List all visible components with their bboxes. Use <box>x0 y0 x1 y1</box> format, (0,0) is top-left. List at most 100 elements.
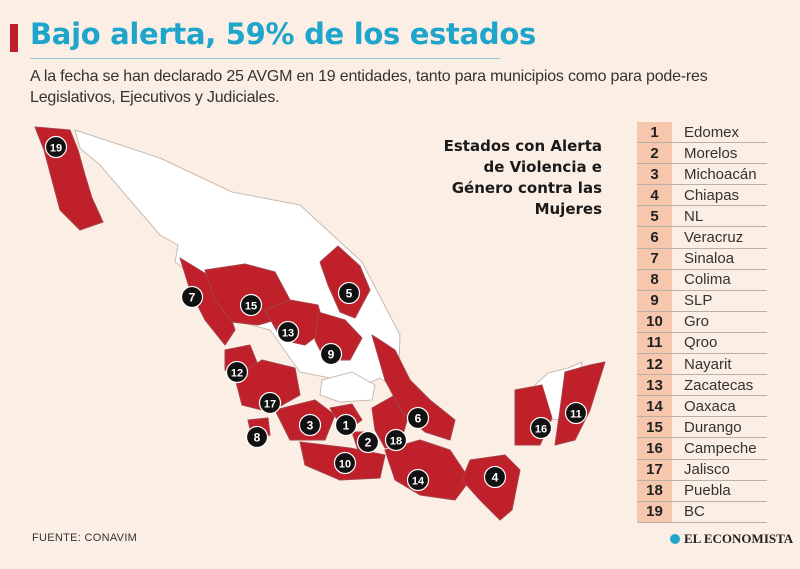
state-marker-label: 14 <box>412 476 425 488</box>
state-number: 15 <box>637 417 672 438</box>
state-marker <box>333 451 357 475</box>
state-number: 13 <box>637 375 672 396</box>
state-row: 9 SLP <box>637 290 767 312</box>
page-title: Bajo alerta, 59% de los estados <box>30 17 536 51</box>
state-number: 4 <box>637 185 672 206</box>
state-name: Durango <box>684 418 742 436</box>
state-marker <box>384 428 408 452</box>
state-name: Jalisco <box>684 461 730 479</box>
state-marker <box>319 342 343 366</box>
state-marker-label: 10 <box>339 459 351 471</box>
state-marker-label: 8 <box>254 431 261 445</box>
state-marker <box>564 401 588 425</box>
state-marker <box>298 413 322 437</box>
state-marker <box>245 425 269 449</box>
source-note: FUENTE: CONAVIM <box>32 532 138 544</box>
state-name: Zacatecas <box>684 376 754 394</box>
state-row: 13 Zacatecas <box>637 375 767 397</box>
state-number: 9 <box>637 290 672 311</box>
state-name: Colima <box>684 271 731 289</box>
state-number: 5 <box>637 206 672 227</box>
state-name: Qroo <box>684 334 718 352</box>
state-marker-label: 3 <box>307 419 314 433</box>
state-marker-label: 16 <box>535 424 547 436</box>
state-row: 3 Michoacán <box>637 164 767 186</box>
state-row: 17 Jalisco <box>637 459 767 481</box>
state-number: 8 <box>637 269 672 290</box>
state-number: 18 <box>637 480 672 501</box>
brand-icon <box>670 534 680 544</box>
state-number: 1 <box>637 122 672 143</box>
state-row: 16 Campeche <box>637 438 767 460</box>
state-name: Veracruz <box>684 229 744 247</box>
state-marker-label: 1 <box>343 419 350 433</box>
state-marker-label: 9 <box>328 348 335 362</box>
state-marker <box>406 468 430 492</box>
state-marker-label: 18 <box>390 436 402 448</box>
state-row: 11 Qroo <box>637 332 767 355</box>
state-marker <box>258 391 282 415</box>
state-row: 5 NL <box>637 206 767 228</box>
state-marker-label: 7 <box>189 291 196 305</box>
state-row: 6 Veracruz <box>637 227 767 249</box>
state-name: Chiapas <box>684 186 740 204</box>
state-veracruz <box>371 334 456 441</box>
state-number: 3 <box>637 164 672 185</box>
state-name: Campeche <box>684 439 757 457</box>
brand-logo: EL ECONOMISTA <box>670 531 793 547</box>
state-name: Sinaloa <box>684 250 735 268</box>
state-marker-label: 17 <box>264 399 276 411</box>
state-name: Michoacán <box>684 165 757 183</box>
state-marker-label: 2 <box>365 436 372 450</box>
state-list: 1 Edomex 2 Morelos 3 Michoacán 4 Chiapas 5 NL 6 Ver… <box>637 122 767 523</box>
state-number: 12 <box>637 354 672 375</box>
page-subtitle: A la fecha se han declarado 25 AVGM en 1… <box>30 68 708 106</box>
state-marker <box>239 293 263 317</box>
state-row: 1 Edomex <box>637 122 767 144</box>
state-number: 7 <box>637 248 672 269</box>
state-marker <box>334 413 358 437</box>
state-marker-label: 11 <box>570 409 582 421</box>
state-row: 15 Durango <box>637 417 767 439</box>
state-number: 11 <box>637 332 672 354</box>
state-row: 12 Nayarit <box>637 354 767 376</box>
state-name: Oaxaca <box>684 397 736 415</box>
state-number: 10 <box>637 311 672 332</box>
state-row: 4 Chiapas <box>637 185 767 207</box>
state-marker <box>225 360 249 384</box>
state-row: 2 Morelos <box>637 143 767 165</box>
legend-heading: Estados con Alerta de Violencia e Género… <box>443 137 602 218</box>
state-row: 10 Gro <box>637 311 767 333</box>
state-number: 2 <box>637 143 672 164</box>
title-divider <box>30 58 500 59</box>
state-marker-label: 6 <box>415 412 422 426</box>
state-marker-label: 15 <box>245 301 257 313</box>
state-row: 19 BC <box>637 501 767 523</box>
brand-name: EL ECONOMISTA <box>684 531 794 546</box>
title-accent-bar <box>10 24 18 52</box>
state-marker <box>180 285 204 309</box>
state-name: BC <box>684 503 705 521</box>
state-row: 14 Oaxaca <box>637 396 767 418</box>
state-marker-label: 5 <box>346 287 353 301</box>
state-marker-label: 4 <box>492 471 499 485</box>
state-oaxaca <box>384 439 471 501</box>
state-jalisco <box>234 359 301 413</box>
state-marker <box>356 430 380 454</box>
state-name: Morelos <box>684 144 738 162</box>
state-number: 6 <box>637 227 672 248</box>
state-row: 7 Sinaloa <box>637 248 767 270</box>
state-number: 17 <box>637 459 672 480</box>
state-number: 16 <box>637 438 672 459</box>
state-name: SLP <box>684 292 713 310</box>
state-name: Puebla <box>684 482 731 500</box>
state-number: 14 <box>637 396 672 417</box>
state-name: Gro <box>684 313 710 331</box>
state-name: NL <box>684 207 704 225</box>
state-marker-label: 12 <box>231 368 243 380</box>
state-marker <box>406 406 430 430</box>
state-name: Nayarit <box>684 355 732 373</box>
state-marker <box>529 416 553 440</box>
